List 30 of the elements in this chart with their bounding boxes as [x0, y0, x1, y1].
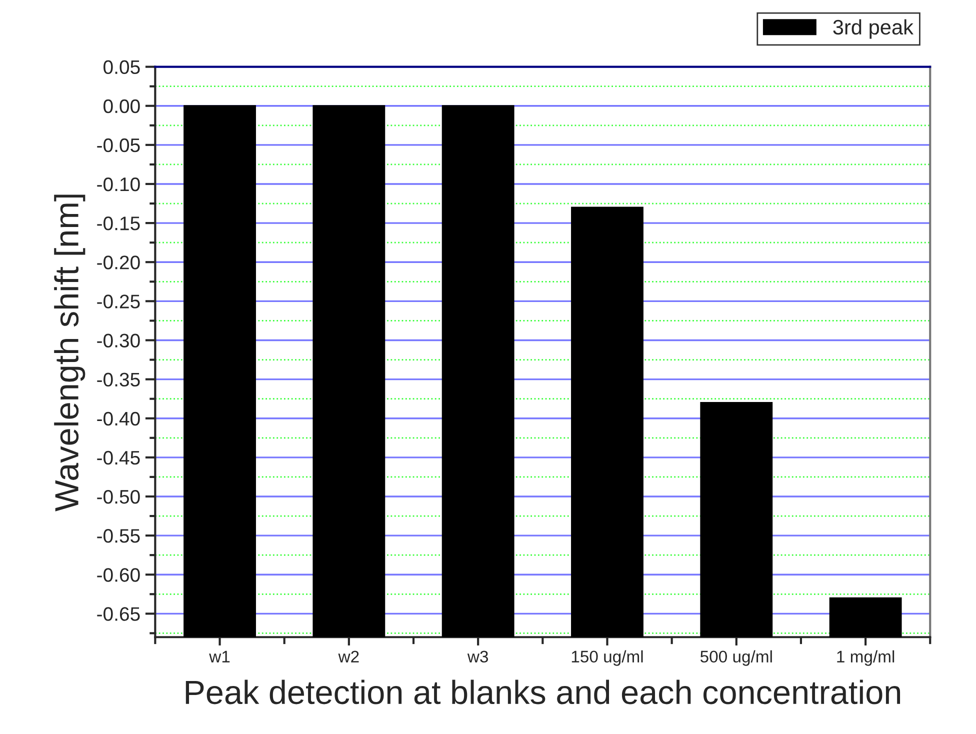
y-axis-title: Wavelength shift [nm] [54, 194, 86, 512]
bar [312, 105, 386, 638]
x-tick-label: w1 [209, 650, 230, 662]
x-axis-title: Peak detection at blanks and each concentration [186, 680, 900, 704]
y-tick-label: -0.15 [97, 216, 140, 230]
x-tick-label: w3 [467, 650, 488, 663]
bar [571, 206, 644, 638]
y-tick-label: -0.05 [97, 138, 140, 152]
bar [700, 402, 773, 638]
x-tick-label: 1 mg/ml [837, 650, 894, 666]
y-tick-label: -0.65 [97, 607, 140, 621]
y-tick-label: -0.50 [97, 490, 140, 504]
y-tick-label: -0.25 [97, 294, 140, 308]
y-tick-label: -0.60 [97, 568, 140, 582]
x-tick-label: 150 ug/ml [572, 650, 643, 666]
y-tick-label: 0.00 [104, 99, 140, 114]
bar [184, 105, 256, 638]
y-tick-label: -0.35 [97, 372, 140, 387]
y-tick-label: -0.20 [97, 256, 140, 270]
y-tick-label: 0.05 [104, 60, 140, 74]
y-tick-label: -0.40 [97, 412, 140, 426]
y-tick-label: -0.30 [97, 334, 140, 348]
y-tick-label: -0.10 [97, 177, 140, 192]
y-tick-label: -0.55 [97, 529, 140, 543]
bar [829, 597, 902, 638]
x-tick-label: 500 ug/ml [700, 650, 772, 666]
legend-label: 3rd peak [833, 19, 914, 39]
x-tick-label: w2 [338, 650, 359, 662]
y-tick-label: -0.45 [97, 450, 140, 465]
bar [442, 105, 514, 638]
